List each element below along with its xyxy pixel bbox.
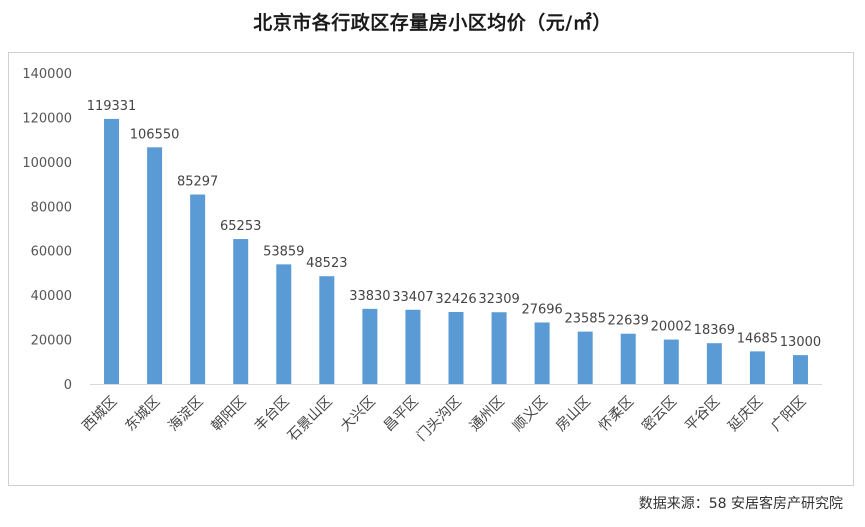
y-tick-label: 120000 — [22, 111, 72, 126]
bar — [405, 309, 421, 384]
bar — [448, 311, 464, 384]
data-label: 85297 — [177, 175, 218, 190]
bars — [104, 118, 808, 384]
category-label: 丰台区 — [252, 394, 293, 435]
y-tick-label: 20000 — [31, 334, 72, 349]
bar — [663, 339, 679, 384]
y-axis: 0 20000 40000 60000 80000 100000 120000 140000 — [22, 67, 822, 393]
category-label: 西城区 — [79, 394, 120, 435]
bar — [706, 343, 722, 384]
category-label: 顺义区 — [510, 394, 551, 435]
bar — [104, 118, 120, 384]
bar — [534, 322, 550, 384]
source-note: 数据来源：58 安居客房产研究院 — [638, 496, 843, 512]
bar — [190, 194, 206, 384]
bar — [749, 351, 765, 384]
bar — [792, 355, 808, 384]
data-label: 33407 — [392, 290, 433, 305]
chart-title: 北京市各行政区存量房小区均价（元/㎡） — [253, 12, 612, 34]
data-label: 33830 — [349, 289, 390, 304]
data-label: 18369 — [694, 323, 735, 338]
data-label: 23585 — [564, 312, 605, 327]
data-label: 13000 — [780, 335, 821, 350]
bar — [577, 331, 593, 384]
category-label: 房山区 — [553, 394, 594, 435]
y-tick-label: 60000 — [31, 245, 72, 260]
bar — [362, 308, 378, 384]
data-label: 14685 — [737, 331, 778, 346]
data-label: 27696 — [521, 302, 562, 317]
category-label: 平谷区 — [682, 394, 723, 435]
data-label: 20002 — [651, 320, 692, 335]
data-label: 119331 — [87, 99, 137, 114]
bar — [233, 239, 249, 384]
y-tick-label: 80000 — [31, 200, 72, 215]
category-label: 怀柔区 — [596, 394, 637, 435]
category-label: 东城区 — [122, 394, 163, 435]
category-label: 海淀区 — [165, 394, 206, 435]
data-label: 65253 — [220, 219, 261, 234]
bar — [147, 147, 163, 384]
y-tick-label: 0 — [64, 378, 72, 393]
category-label: 密云区 — [638, 393, 680, 435]
bar — [620, 333, 636, 384]
category-label: 广阳区 — [768, 394, 809, 435]
data-label: 48523 — [306, 256, 347, 271]
bar — [276, 264, 292, 384]
category-label: 通州区 — [467, 394, 508, 435]
bar — [491, 312, 507, 384]
y-tick-label: 40000 — [31, 289, 72, 304]
data-label: 32426 — [435, 292, 476, 307]
category-label: 延庆区 — [725, 394, 766, 435]
y-tick-label: 140000 — [22, 67, 72, 82]
category-label: 朝阳区 — [209, 394, 250, 435]
data-label: 22639 — [608, 314, 649, 329]
category-label: 大兴区 — [338, 394, 379, 435]
data-label: 53859 — [263, 244, 304, 259]
category-label: 石景山区 — [285, 394, 336, 445]
category-label: 门头沟区 — [414, 394, 465, 445]
data-label: 32309 — [478, 292, 519, 307]
y-tick-label: 100000 — [22, 156, 72, 171]
data-label: 106550 — [130, 127, 180, 142]
chart-frame — [8, 52, 854, 486]
bar — [319, 276, 335, 384]
category-label: 昌平区 — [381, 394, 422, 435]
